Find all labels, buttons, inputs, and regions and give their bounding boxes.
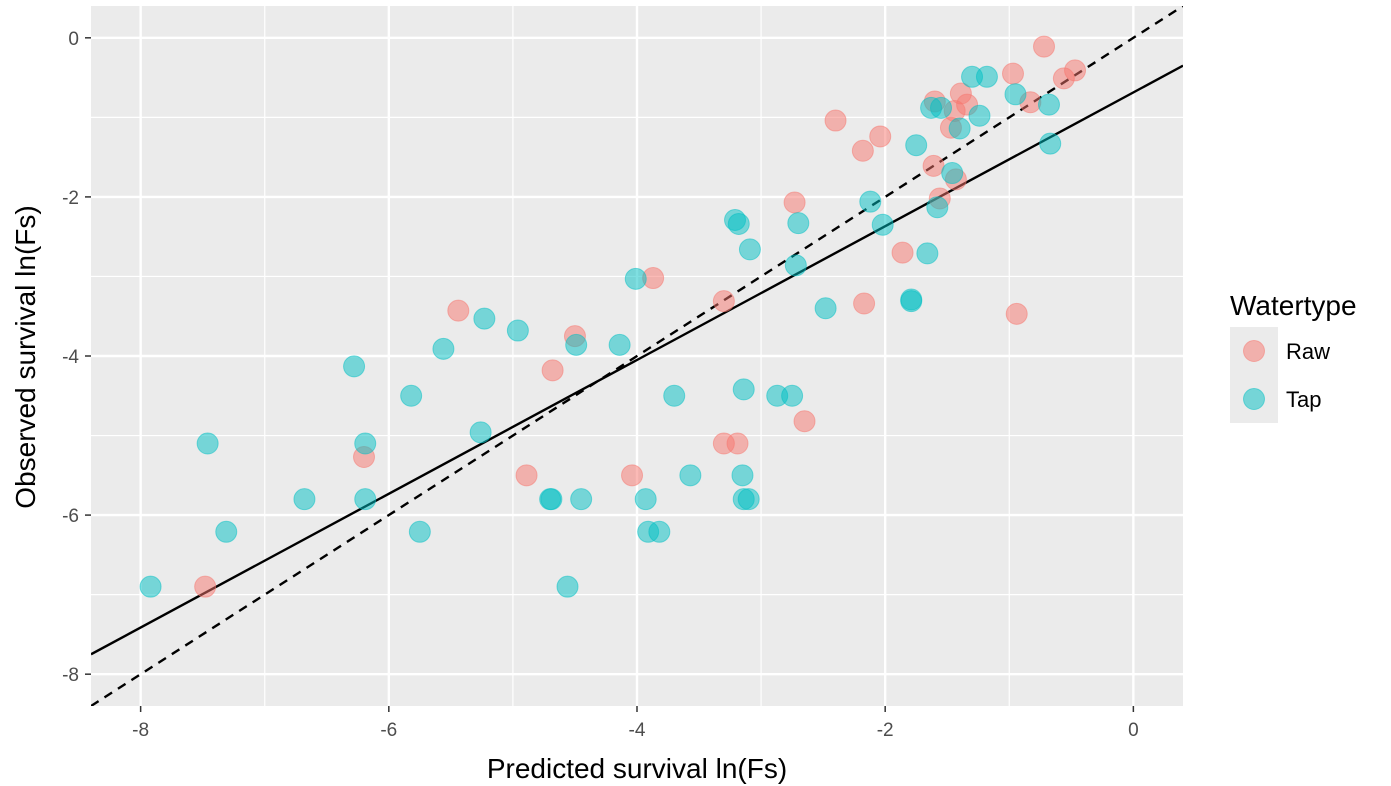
point-tap: [608, 333, 631, 356]
x-axis-title: Predicted survival ln(Fs): [487, 753, 787, 784]
point-tap: [354, 432, 377, 455]
point-tap: [871, 213, 894, 236]
point-raw: [869, 125, 892, 148]
y-tick-label: -8: [62, 665, 79, 686]
point-tap: [624, 267, 647, 290]
point-tap: [941, 162, 964, 185]
y-tick-label: -6: [62, 506, 79, 527]
point-tap: [738, 238, 761, 261]
plot-content: [91, 6, 1183, 706]
point-tap: [506, 319, 529, 342]
legend-label-raw: Raw: [1286, 339, 1330, 364]
point-tap: [916, 242, 939, 265]
point-tap: [663, 384, 686, 407]
point-tap: [784, 254, 807, 277]
point-raw: [793, 410, 816, 433]
x-tick-label: -6: [380, 720, 397, 741]
point-tap: [432, 337, 455, 360]
point-tap: [570, 488, 593, 511]
point-tap: [900, 290, 923, 313]
point-tap: [343, 355, 366, 378]
y-tick-label: -4: [62, 347, 79, 368]
fit-line: [91, 64, 1183, 656]
point-raw: [712, 290, 735, 313]
point-raw: [726, 432, 749, 455]
point-tap: [781, 384, 804, 407]
y-tick-label: -2: [62, 188, 79, 209]
point-raw: [824, 109, 847, 132]
point-raw: [1064, 59, 1087, 82]
point-raw: [851, 139, 874, 162]
point-tap: [400, 384, 423, 407]
legend: Watertype Raw Tap: [1230, 290, 1357, 423]
x-tick-label: -4: [629, 720, 646, 741]
point-tap: [648, 520, 671, 543]
point-tap: [1004, 83, 1027, 106]
point-tap: [737, 488, 760, 511]
point-raw: [541, 359, 564, 382]
point-tap: [1037, 93, 1060, 116]
point-tap: [565, 333, 588, 356]
point-tap: [859, 190, 882, 213]
x-tick-label: -8: [132, 720, 149, 741]
point-raw: [194, 575, 217, 598]
legend-title: Watertype: [1230, 290, 1357, 321]
x-tick-label: -2: [877, 720, 894, 741]
point-tap: [408, 520, 431, 543]
y-axis-title: Observed survival ln(Fs): [10, 205, 41, 508]
point-raw: [891, 241, 914, 264]
point-tap: [293, 488, 316, 511]
point-tap: [731, 464, 754, 487]
point-tap: [215, 520, 238, 543]
point-tap: [930, 96, 953, 119]
point-tap: [948, 117, 971, 140]
point-tap: [1039, 132, 1062, 155]
point-tap: [556, 575, 579, 598]
point-tap: [634, 488, 657, 511]
point-raw: [853, 292, 876, 315]
legend-label-tap: Tap: [1286, 387, 1321, 412]
point-tap: [727, 212, 750, 235]
point-raw: [922, 154, 945, 177]
y-tick-label: 0: [68, 29, 79, 50]
point-tap: [787, 212, 810, 235]
point-raw: [783, 191, 806, 214]
point-raw: [447, 299, 470, 322]
point-tap: [732, 378, 755, 401]
point-tap: [354, 488, 377, 511]
point-tap: [469, 421, 492, 444]
point-raw: [1001, 62, 1024, 85]
point-raw: [1033, 35, 1056, 58]
point-tap: [926, 196, 949, 219]
reference-lines: [91, 6, 1183, 706]
point-tap: [540, 488, 563, 511]
point-tap: [814, 297, 837, 320]
data-points: [139, 35, 1087, 598]
identity-line: [91, 6, 1183, 706]
x-tick-label: 0: [1128, 720, 1139, 741]
legend-key-raw: [1243, 340, 1265, 362]
point-raw: [621, 464, 644, 487]
legend-key-tap: [1243, 388, 1265, 410]
point-tap: [196, 432, 219, 455]
point-tap: [473, 307, 496, 330]
point-tap: [905, 134, 928, 157]
point-raw: [1005, 302, 1028, 325]
point-tap: [975, 65, 998, 88]
point-tap: [679, 464, 702, 487]
point-raw: [515, 464, 538, 487]
point-tap: [139, 575, 162, 598]
point-tap: [968, 104, 991, 127]
axes: -8 -6 -4 -2 0 0 -2 -4 -6 -8: [62, 29, 1139, 741]
